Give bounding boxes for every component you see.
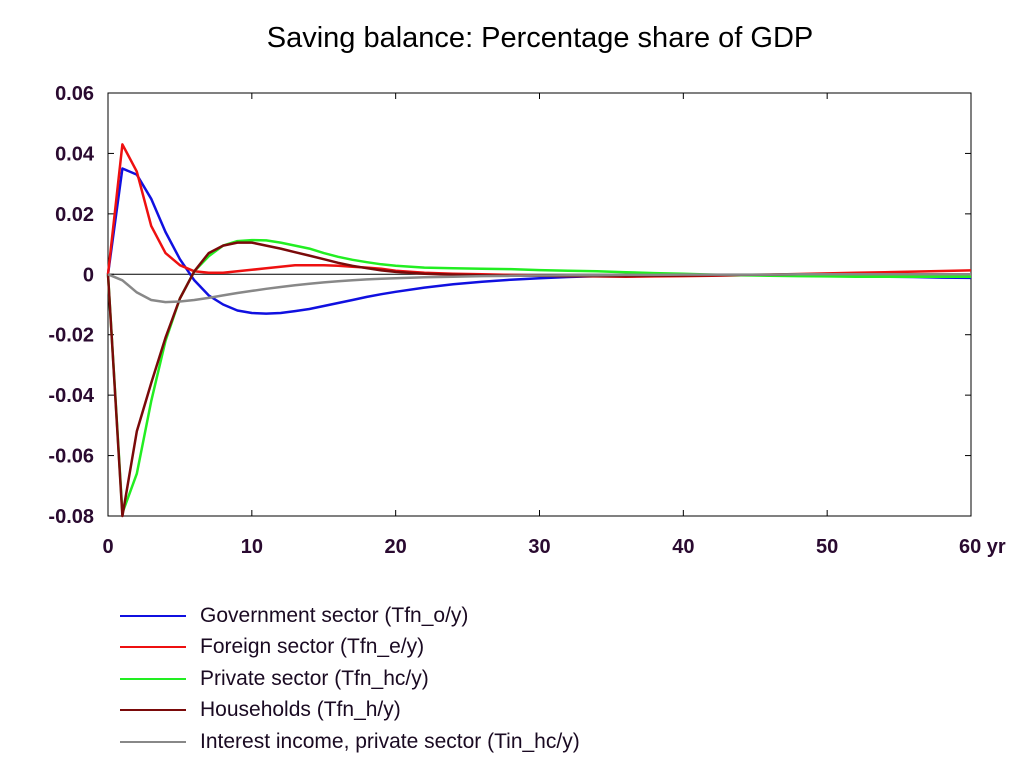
x-tick-label: 10 xyxy=(241,536,263,558)
y-tick-label: 0.06 xyxy=(55,83,94,105)
y-tick-label: 0 xyxy=(83,264,94,286)
legend-label: Private sector (Tfn_hc/y) xyxy=(200,666,429,690)
legend-label: Interest income, private sector (Tin_hc/… xyxy=(200,729,580,753)
legend-item: Foreign sector (Tfn_e/y) xyxy=(120,632,580,664)
x-tick-label: 20 xyxy=(385,536,407,558)
y-tick-label: -0.04 xyxy=(48,385,94,407)
legend: Government sector (Tfn_o/y) Foreign secto… xyxy=(120,600,580,758)
y-tick-label: 0.02 xyxy=(55,204,94,226)
series-line-2 xyxy=(106,238,971,515)
chart-title: Saving balance: Percentage share of GDP xyxy=(266,22,814,54)
series-lines xyxy=(106,143,972,518)
x-tick-label: 30 xyxy=(528,536,550,558)
legend-item: Households (Tfn_h/y) xyxy=(120,695,580,727)
x-tick-label: 0 xyxy=(102,536,113,558)
legend-item: Private sector (Tfn_hc/y) xyxy=(120,663,580,695)
legend-label: Foreign sector (Tfn_e/y) xyxy=(200,635,425,659)
tick-labels: 0.06 0.04 0.02 0 -0.02 -0.04 -0.06 -0.08 0 10 20 30… xyxy=(48,83,1006,558)
y-tick-label: 0.04 xyxy=(55,143,95,165)
x-tick-label: 50 xyxy=(816,536,838,558)
legend-swatch xyxy=(120,614,186,617)
legend-swatch xyxy=(120,709,186,712)
x-tick-label: 60 yr xyxy=(959,536,1006,558)
legend-swatch xyxy=(120,740,186,743)
y-tick-label: -0.06 xyxy=(48,446,94,468)
legend-item: Interest income, private sector (Tin_hc/… xyxy=(120,726,580,758)
legend-label: Government sector (Tfn_o/y) xyxy=(200,603,469,627)
legend-item: Government sector (Tfn_o/y) xyxy=(120,600,580,632)
series-line-3 xyxy=(106,241,971,518)
axis-ticks xyxy=(107,92,972,517)
y-tick-label: -0.02 xyxy=(48,325,94,347)
series-line-1 xyxy=(106,143,972,278)
y-tick-label: -0.08 xyxy=(48,506,94,528)
legend-label: Households (Tfn_h/y) xyxy=(200,698,401,722)
series-line-4 xyxy=(107,273,971,304)
plot-frame xyxy=(107,92,972,517)
legend-swatch xyxy=(120,677,186,680)
legend-swatch xyxy=(120,646,186,649)
x-tick-label: 40 xyxy=(672,536,694,558)
